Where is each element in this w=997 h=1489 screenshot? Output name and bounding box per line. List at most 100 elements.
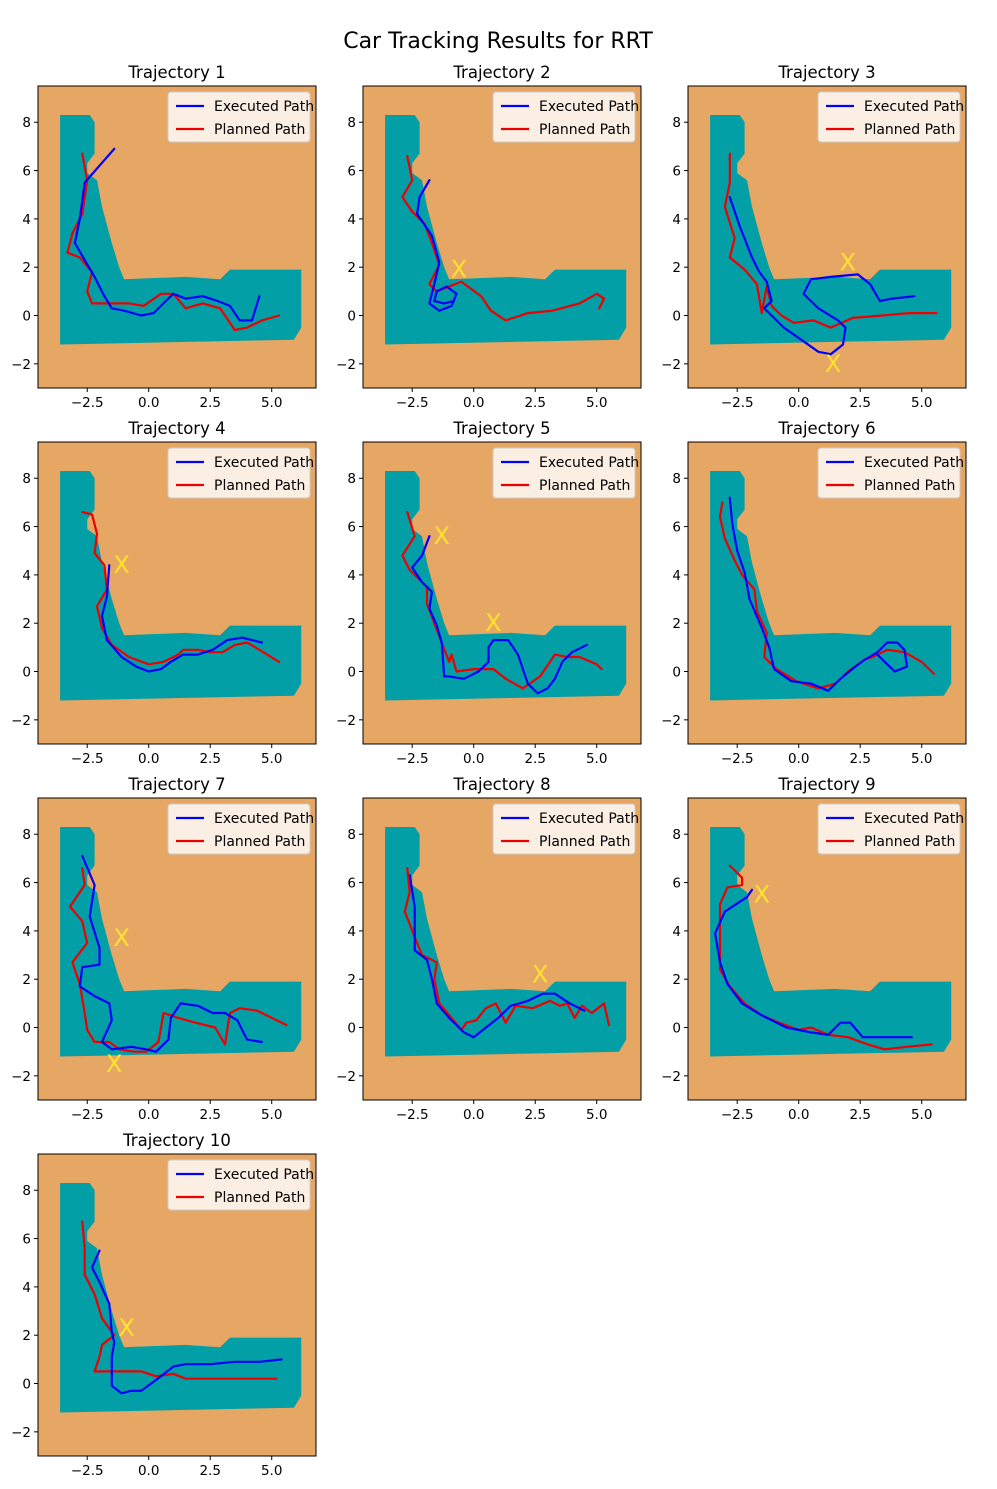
legend-planned-label: Planned Path [864,122,955,138]
y-tick-label: 6 [347,520,356,536]
subplot-title: Trajectory 7 [127,775,225,794]
legend-planned-label: Planned Path [214,122,305,138]
y-tick-label: 6 [672,164,681,180]
x-tick-label: −2.5 [721,1107,754,1123]
x-tick-label: 0.0 [463,395,484,411]
y-tick-label: 6 [22,1232,31,1248]
y-tick-label: 2 [347,972,356,988]
failure-x-marker: X [754,881,770,909]
legend: Executed Path Planned Path [492,803,639,855]
planned-path-line [68,866,288,1053]
y-tick-label: 8 [22,471,31,487]
legend-executed-label: Executed Path [864,455,964,471]
legend-executed-label: Executed Path [864,811,964,827]
legend-executed-label: Executed Path [214,99,314,115]
failure-x-marker: X [113,551,129,579]
y-tick-label: 2 [672,260,681,276]
legend: Executed Path Planned Path [817,91,964,143]
x-tick-label: 2.5 [199,395,220,411]
executed-path-line [728,196,916,356]
free-space-region [710,827,952,1057]
y-tick-label: 2 [22,616,31,632]
axes-frame [362,441,642,745]
free-space-region [60,1183,302,1413]
x-tick-label: −2.5 [721,751,754,767]
x-tick-label: 5.0 [586,1107,607,1123]
subplot-title: Trajectory 8 [452,775,550,794]
x-tick-label: 2.5 [849,751,870,767]
subplot-trajectory-3: X X −2.5 0.0 2.5 5.0 −2 0 2 4 6 8 Trajectory 3 Execut… [661,63,967,411]
x-tick-label: 2.5 [199,751,220,767]
x-tick-label: 2.5 [849,1107,870,1123]
subplot-trajectory-7: X X −2.5 0.0 2.5 5.0 −2 0 2 4 6 8 Trajectory 7 Execut… [11,775,317,1123]
x-tick-label: −2.5 [396,1107,429,1123]
legend-planned-label: Planned Path [214,1190,305,1206]
x-tick-label: 0.0 [788,395,809,411]
axes-frame [687,797,967,1101]
x-tick-label: −2.5 [396,751,429,767]
y-tick-label: 2 [672,972,681,988]
legend-planned-label: Planned Path [539,834,630,850]
x-tick-label: 5.0 [586,395,607,411]
x-tick-label: 0.0 [138,1463,159,1479]
legend-planned-label: Planned Path [539,122,630,138]
x-tick-label: −2.5 [396,395,429,411]
y-tick-label: 0 [347,665,356,681]
failure-x-marker: X [825,350,841,378]
legend: Executed Path Planned Path [167,91,314,143]
x-tick-label: −2.5 [721,395,754,411]
legend: Executed Path Planned Path [817,803,964,855]
failure-x-marker: X [532,960,548,988]
failure-x-marker: X [106,1050,122,1078]
subplot-title: Trajectory 4 [127,419,225,438]
failure-x-marker: X [451,256,467,284]
y-tick-label: 4 [22,924,31,940]
subplot-trajectory-2: X −2.5 0.0 2.5 5.0 −2 0 2 4 6 8 Trajectory 2 Execute… [336,63,642,411]
executed-path-line [408,874,586,1039]
y-tick-label: 0 [347,309,356,325]
subplot-trajectory-5: X X −2.5 0.0 2.5 5.0 −2 0 2 4 6 8 Trajectory 5 Execut… [336,419,642,767]
x-tick-label: −2.5 [71,395,104,411]
x-tick-label: 2.5 [524,1107,545,1123]
x-tick-label: 2.5 [524,395,545,411]
y-tick-label: −2 [661,357,681,373]
planned-path-line [66,152,281,332]
x-tick-label: 0.0 [788,1107,809,1123]
executed-path-line [728,496,909,692]
y-tick-label: 0 [22,1377,31,1393]
y-tick-label: 0 [672,1021,681,1037]
y-tick-label: 8 [347,115,356,131]
x-tick-label: 0.0 [788,751,809,767]
planned-path-line [723,152,938,329]
x-tick-label: −2.5 [71,751,104,767]
executed-path-line [100,564,263,673]
y-tick-label: 2 [22,972,31,988]
y-tick-label: 2 [672,616,681,632]
y-tick-label: 8 [672,827,681,843]
executed-path-line [73,147,261,322]
legend-planned-label: Planned Path [864,834,955,850]
legend-executed-label: Executed Path [539,811,639,827]
subplot-title: Trajectory 9 [777,775,875,794]
x-tick-label: 2.5 [524,751,545,767]
y-tick-label: 4 [672,924,681,940]
y-tick-label: 4 [22,212,31,228]
x-tick-label: 5.0 [261,1463,282,1479]
y-tick-label: 4 [22,568,31,584]
axes-frame [37,1153,317,1457]
free-space-region [385,471,627,701]
subplot-title: Trajectory 2 [452,63,550,82]
axes-frame [362,797,642,1101]
y-tick-label: 2 [22,1328,31,1344]
y-tick-label: 6 [672,876,681,892]
legend-executed-label: Executed Path [539,99,639,115]
subplot-trajectory-8: X −2.5 0.0 2.5 5.0 −2 0 2 4 6 8 Trajectory 8 Execute… [336,775,642,1123]
legend-executed-label: Executed Path [214,455,314,471]
x-tick-label: 5.0 [911,1107,932,1123]
y-tick-label: −2 [11,1425,31,1441]
legend-planned-label: Planned Path [539,478,630,494]
y-tick-label: 6 [347,876,356,892]
y-tick-label: 4 [347,212,356,228]
legend-executed-label: Executed Path [214,1167,314,1183]
